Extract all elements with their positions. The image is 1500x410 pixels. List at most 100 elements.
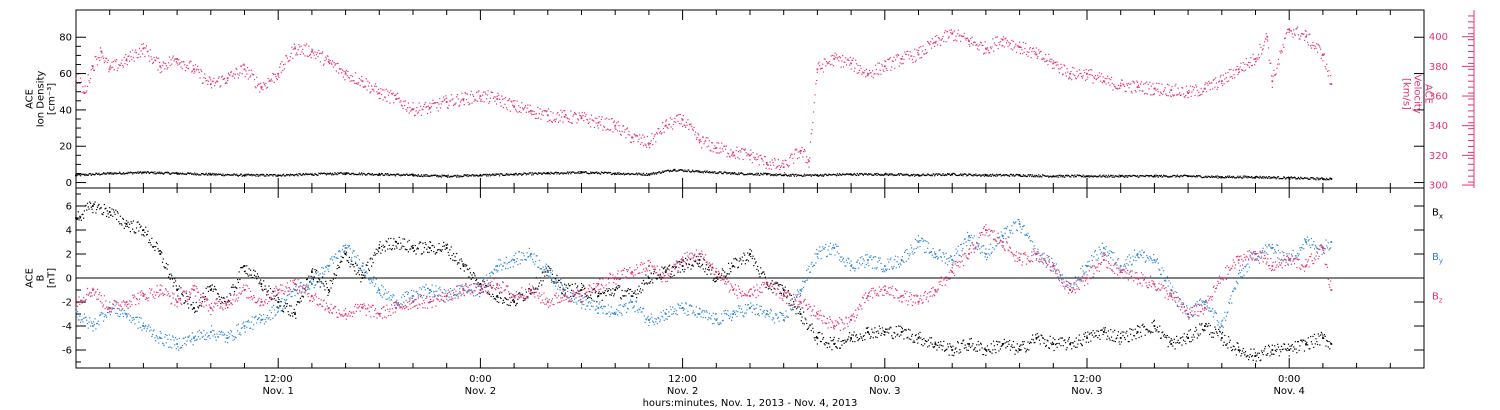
density-velocity-sample (174, 58, 176, 60)
magnetic-field-sample (943, 340, 945, 342)
density-velocity-sample (148, 172, 151, 175)
magnetic-field-sample (855, 334, 858, 336)
magnetic-field-sample (124, 222, 126, 224)
density-velocity-sample (300, 45, 302, 47)
density-velocity-sample (562, 121, 564, 123)
density-velocity-sample (430, 106, 432, 108)
density-velocity-sample (1248, 176, 1250, 178)
density-velocity-sample (847, 173, 849, 175)
density-velocity-sample (923, 174, 925, 176)
magnetic-field-sample (142, 234, 144, 236)
density-velocity-sample (964, 173, 966, 175)
magnetic-field-sample (1059, 337, 1061, 339)
density-velocity-sample (96, 64, 99, 66)
density-velocity-sample (1234, 77, 1236, 79)
density-velocity-sample (492, 173, 494, 175)
magnetic-field-sample (956, 341, 959, 343)
density-velocity-sample (1028, 174, 1030, 176)
density-velocity-sample (98, 172, 100, 174)
density-velocity-sample (560, 116, 563, 118)
density-velocity-sample (830, 55, 832, 57)
density-velocity-sample (281, 61, 283, 63)
density-velocity-sample (536, 173, 538, 175)
density-velocity-point (580, 171, 583, 174)
density-velocity-sample (121, 59, 123, 61)
density-velocity-sample (320, 52, 322, 54)
density-velocity-sample (788, 164, 790, 167)
density-velocity-sample (1268, 59, 1270, 61)
density-velocity-sample (598, 172, 600, 174)
magnetic-field-sample (1064, 342, 1067, 344)
density-velocity-sample (123, 56, 125, 59)
density-velocity-point (867, 72, 869, 75)
density-velocity-sample (865, 76, 867, 78)
density-velocity-sample (1115, 175, 1117, 177)
density-velocity-sample (553, 119, 555, 122)
density-velocity-sample (401, 105, 403, 107)
density-velocity-sample (623, 172, 625, 174)
density-velocity-sample (742, 158, 744, 161)
density-velocity-sample (855, 63, 858, 65)
magnetic-field-sample (424, 242, 426, 244)
density-velocity-sample (1077, 76, 1079, 78)
density-velocity-sample (1028, 51, 1030, 53)
density-velocity-sample (1198, 91, 1200, 93)
magnetic-field-sample (839, 347, 841, 349)
density-velocity-sample (100, 57, 102, 59)
density-velocity-sample (874, 73, 876, 75)
density-velocity-point (968, 40, 970, 43)
magnetic-field-sample (1166, 337, 1168, 339)
magnetic-field-sample (1162, 331, 1164, 333)
magnetic-field-sample (705, 264, 707, 266)
magnetic-field-sample (835, 345, 837, 348)
density-velocity-sample (1183, 96, 1185, 98)
density-velocity-point (1018, 46, 1021, 48)
density-velocity-sample (1161, 83, 1163, 85)
density-velocity-sample (1104, 175, 1106, 178)
density-velocity-sample (753, 174, 755, 176)
density-velocity-sample (505, 173, 508, 175)
density-velocity-sample (864, 172, 866, 175)
magnetic-field-sample (1155, 330, 1157, 332)
density-velocity-sample (1238, 177, 1240, 179)
density-velocity-point (1254, 58, 1257, 60)
density-velocity-sample (889, 173, 891, 175)
data-series-layer (75, 26, 1333, 362)
density-velocity-sample (379, 97, 381, 100)
density-velocity-sample (691, 169, 694, 171)
magnetic-field-point (951, 349, 954, 351)
density-velocity-sample (174, 172, 176, 175)
density-velocity-sample (502, 174, 504, 176)
density-velocity-sample (132, 173, 134, 175)
density-velocity-sample (1241, 69, 1244, 72)
density-velocity-sample (825, 174, 828, 176)
density-velocity-sample (858, 72, 860, 74)
magnetic-field-sample (576, 287, 578, 289)
density-velocity-sample (989, 52, 991, 54)
density-velocity-sample (1179, 175, 1182, 177)
density-velocity-sample (1142, 175, 1144, 177)
magnetic-field-sample (949, 343, 951, 345)
density-velocity-sample (472, 173, 474, 176)
density-velocity-sample (331, 60, 334, 62)
density-velocity-sample (1092, 82, 1094, 84)
magnetic-field-sample (714, 281, 716, 283)
magnetic-field-sample (754, 262, 756, 264)
density-velocity-sample (236, 173, 238, 175)
density-velocity-sample (921, 174, 923, 176)
density-velocity-sample (762, 160, 764, 162)
density-velocity-sample (1276, 177, 1278, 179)
density-velocity-sample (552, 112, 554, 114)
magnetic-field-sample (297, 301, 299, 303)
density-velocity-sample (346, 75, 348, 77)
density-velocity-sample (339, 68, 341, 70)
density-velocity-sample (230, 71, 232, 74)
density-velocity-sample (718, 171, 720, 173)
density-velocity-sample (445, 175, 447, 177)
density-velocity-sample (355, 83, 357, 85)
density-velocity-sample (1210, 82, 1212, 84)
magnetic-field-sample (750, 255, 752, 258)
density-velocity-sample (1162, 176, 1164, 178)
density-velocity-sample (689, 171, 691, 173)
density-velocity-sample (534, 117, 537, 119)
